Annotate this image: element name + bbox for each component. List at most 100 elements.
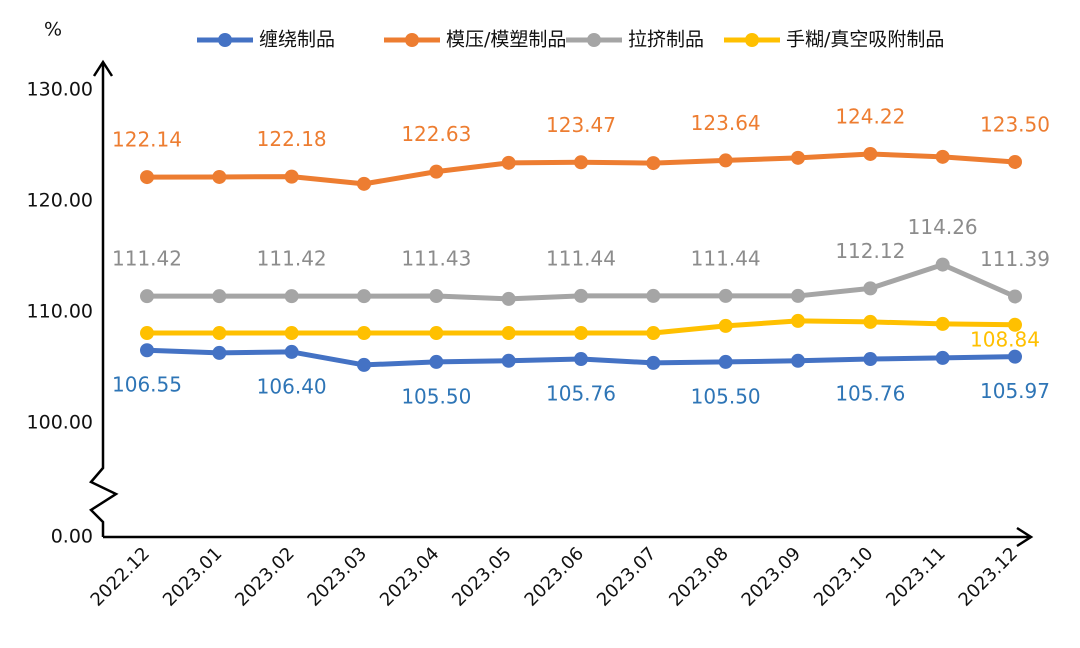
- y-arrow: [92, 59, 114, 77]
- value-label: 122.18: [257, 127, 327, 151]
- point: [574, 155, 588, 170]
- legend-marker: [745, 33, 759, 47]
- value-label: 105.50: [401, 384, 471, 408]
- x-tick-label: 2023.05: [448, 543, 515, 610]
- x-tick-label: 2023.11: [882, 543, 949, 610]
- point: [284, 169, 299, 184]
- value-label: 111.39: [980, 247, 1050, 271]
- y-tick-label: 0.00: [51, 526, 93, 548]
- legend-label: 模压/模塑制品: [446, 29, 566, 51]
- point: [1008, 317, 1022, 332]
- point: [646, 288, 661, 303]
- point: [357, 357, 371, 372]
- point: [935, 350, 950, 365]
- value-label: 123.47: [546, 113, 616, 137]
- point: [140, 170, 154, 185]
- point: [140, 343, 154, 358]
- point: [863, 314, 878, 329]
- point: [718, 354, 733, 369]
- value-label: 105.50: [691, 384, 761, 408]
- point: [357, 326, 371, 341]
- point: [501, 326, 516, 341]
- x-tick-label: 2023.10: [810, 543, 877, 610]
- legend-marker: [587, 33, 601, 47]
- x-tick-label: 2023.09: [738, 543, 805, 610]
- x-tick-label: 2023.12: [955, 543, 1022, 610]
- x-tick-label: 2023.08: [665, 543, 732, 610]
- x-tick-label: 2023.01: [159, 543, 226, 610]
- point: [791, 150, 805, 165]
- point: [935, 149, 950, 164]
- legend-marker: [405, 33, 419, 47]
- value-label: 122.14: [112, 128, 182, 152]
- point: [212, 345, 227, 360]
- axes: [88, 59, 1034, 548]
- value-label: 111.44: [546, 246, 616, 270]
- point: [935, 257, 950, 272]
- point: [791, 288, 805, 303]
- legend-label: 手糊/真空吸附制品: [786, 29, 944, 51]
- point: [863, 146, 878, 161]
- point: [646, 326, 661, 341]
- value-label: 111.44: [691, 246, 761, 270]
- point: [574, 326, 588, 341]
- point: [429, 164, 444, 179]
- point: [429, 326, 444, 341]
- value-label: 123.64: [691, 111, 761, 135]
- value-label: 111.43: [401, 247, 471, 271]
- point: [212, 326, 227, 341]
- point: [284, 344, 299, 359]
- value-label: 106.40: [257, 374, 327, 398]
- point: [501, 155, 516, 170]
- value-label: 112.12: [835, 239, 905, 263]
- point: [1008, 154, 1022, 169]
- point: [212, 169, 227, 184]
- value-label: 111.42: [257, 247, 327, 271]
- value-label: 105.76: [835, 382, 905, 406]
- x-tick-label: 2023.02: [231, 543, 298, 610]
- point: [140, 326, 154, 341]
- y-tick-label: 130.00: [27, 78, 93, 100]
- y-tick-label: 110.00: [27, 300, 93, 322]
- point: [574, 352, 588, 367]
- x-tick-label: 2023.07: [593, 543, 660, 610]
- point: [1008, 289, 1022, 304]
- x-arrow: [1016, 526, 1034, 548]
- point: [718, 153, 733, 168]
- point: [429, 354, 444, 369]
- point: [646, 156, 661, 171]
- point: [1008, 349, 1022, 364]
- x-tick-label: 2023.06: [521, 543, 588, 610]
- point: [718, 288, 733, 303]
- point: [357, 176, 371, 191]
- value-label: 114.26: [908, 215, 978, 239]
- point: [863, 281, 878, 296]
- point: [140, 289, 154, 304]
- point: [212, 289, 227, 304]
- value-label: 122.63: [401, 122, 471, 146]
- point: [646, 355, 661, 370]
- point: [501, 291, 516, 306]
- point: [284, 289, 299, 304]
- point: [935, 316, 950, 331]
- value-label: 108.84: [970, 327, 1040, 351]
- value-label: 124.22: [835, 104, 905, 128]
- value-label: 111.42: [112, 247, 182, 271]
- legend-marker: [218, 33, 232, 47]
- point: [863, 352, 878, 367]
- point: [574, 288, 588, 303]
- x-tick-label: 2023.03: [304, 543, 371, 610]
- point: [429, 289, 444, 304]
- point: [791, 353, 805, 368]
- y-axis: [88, 62, 119, 537]
- value-label: 105.76: [546, 382, 616, 406]
- point: [501, 353, 516, 368]
- value-label: 123.50: [980, 112, 1050, 136]
- point: [284, 326, 299, 341]
- legend-label: 拉挤制品: [628, 29, 704, 51]
- y-tick-label: 120.00: [27, 189, 93, 211]
- point: [791, 313, 805, 328]
- y-unit: %: [44, 19, 62, 41]
- value-label: 106.55: [112, 373, 182, 397]
